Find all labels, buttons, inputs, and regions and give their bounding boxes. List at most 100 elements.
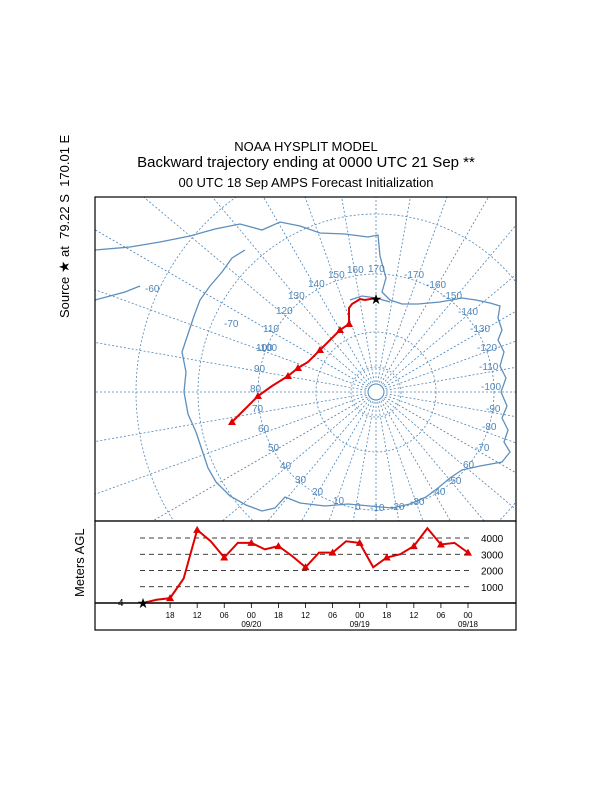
meridian-line — [380, 400, 451, 521]
lat-circle — [350, 366, 402, 418]
meridian-line — [262, 197, 372, 384]
model-title: NOAA HYSPLIT MODEL — [234, 139, 378, 154]
time-tick-label: 12 — [409, 611, 418, 620]
trajectory-marker — [228, 418, 236, 425]
longitude-label: 150 — [328, 270, 345, 281]
level-label: 2000 — [481, 567, 504, 578]
level-label: 1000 — [481, 583, 504, 594]
time-tick-label: 06 — [328, 611, 337, 620]
meridian-line — [385, 340, 516, 389]
longitude-label: 110 — [263, 324, 279, 335]
height-panel: 4000 3000 2000 1000 18 12 06 00 18 12 06 00 18 12 06 0… — [94, 520, 517, 631]
meridian-line — [267, 399, 370, 521]
time-tick-label: 06 — [220, 611, 229, 620]
longitude-label: -80 — [482, 422, 497, 433]
longitude-label: 50 — [268, 443, 280, 454]
meridian-line — [385, 366, 516, 391]
height-marker — [193, 525, 202, 533]
trajectory — [228, 297, 377, 425]
height-marker — [220, 553, 229, 561]
longitude-label: -50 — [447, 476, 462, 487]
height-frame — [94, 520, 517, 631]
meridian-line — [377, 197, 411, 383]
meridian-line — [384, 310, 516, 388]
meridian-line — [385, 393, 516, 418]
lat-circle — [135, 197, 516, 521]
coastline-peninsula — [95, 285, 141, 301]
trajectory-marker — [294, 364, 302, 371]
height-marker — [328, 548, 337, 556]
height-marker — [409, 542, 418, 550]
meridian-line — [95, 229, 368, 388]
meridian-line — [341, 197, 375, 383]
longitude-label: -140 — [458, 307, 478, 318]
meridian-line — [211, 197, 370, 385]
date-label: 09/19 — [350, 620, 371, 629]
level-label: 4000 — [481, 534, 504, 545]
pole-marker — [367, 383, 385, 401]
meridian-line — [301, 400, 372, 521]
trajectory-marker — [336, 326, 344, 333]
longitude-label: -20 — [390, 502, 405, 513]
longitude-label: -40 — [431, 487, 446, 498]
meridian-line — [95, 342, 367, 391]
height-marker — [247, 538, 256, 546]
longitude-label: -10 — [370, 503, 385, 514]
trajectory-title: Backward trajectory ending at 0000 UTC 2… — [137, 154, 475, 171]
longitude-label: 30 — [295, 475, 307, 486]
meridian-line — [95, 289, 367, 389]
trajectory-marker — [316, 346, 324, 353]
longitude-label: 170 — [368, 264, 385, 275]
height-marker — [436, 540, 445, 548]
coastline-ross-ice-shelf — [349, 295, 391, 303]
date-label: 09/18 — [458, 620, 479, 629]
meridian-line — [383, 274, 516, 386]
longitude-label: 120 — [276, 306, 293, 317]
meridian-line — [384, 396, 516, 474]
longitude-label: 10 — [333, 496, 345, 507]
level-label: 3000 — [481, 550, 504, 561]
longitude-label: 60 — [258, 424, 270, 435]
time-tick-label: 00 — [464, 611, 473, 620]
meridian-line — [385, 395, 516, 444]
time-tick-label: 00 — [247, 611, 256, 620]
longitude-label: -70 — [224, 319, 239, 330]
time-tick-label: 06 — [436, 611, 445, 620]
height-series — [142, 525, 472, 604]
height-marker — [274, 542, 283, 550]
longitude-label: 40 — [280, 461, 292, 472]
longitude-label: 100 — [256, 343, 273, 354]
map-frame — [94, 196, 517, 522]
longitude-label: -130 — [470, 324, 490, 335]
meridian-line — [151, 396, 368, 521]
longitude-label: 160 — [347, 265, 364, 276]
height-marker — [301, 563, 310, 571]
time-tick-label: 12 — [193, 611, 202, 620]
trajectory-line — [231, 297, 377, 423]
longitude-label: 90 — [254, 364, 266, 375]
height-marker — [355, 538, 364, 546]
longitude-label: 130 — [288, 291, 305, 302]
longitude-label: -160 — [426, 280, 446, 291]
meridian-line — [379, 197, 448, 383]
longitude-label: -150 — [442, 291, 462, 302]
meridian-line — [380, 197, 490, 384]
meridian-line — [328, 401, 373, 521]
date-label: 09/20 — [241, 620, 262, 629]
time-tick-label: 18 — [166, 611, 175, 620]
meridian-line — [95, 395, 367, 495]
height-marker — [382, 553, 391, 561]
initialization-title: 00 UTC 18 Sep AMPS Forecast Initializati… — [178, 175, 434, 190]
longitude-label: 20 — [312, 487, 324, 498]
longitude-label: -70 — [475, 443, 490, 454]
longitude-label: 70 — [252, 404, 264, 415]
trajectory-marker — [345, 320, 353, 327]
meridian-line — [382, 399, 485, 521]
longitude-label: 140 — [308, 279, 325, 290]
meridian-line — [377, 401, 400, 521]
